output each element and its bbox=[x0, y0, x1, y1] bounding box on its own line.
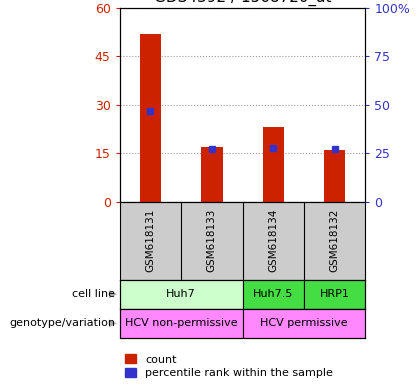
Text: HCV permissive: HCV permissive bbox=[260, 318, 348, 328]
Bar bbox=[201, 147, 223, 202]
Bar bbox=[243, 309, 365, 338]
Text: GSM618132: GSM618132 bbox=[330, 208, 340, 271]
Text: HRP1: HRP1 bbox=[320, 289, 349, 299]
Text: genotype/variation: genotype/variation bbox=[10, 318, 116, 328]
Text: GSM618131: GSM618131 bbox=[145, 208, 155, 271]
Bar bbox=[304, 280, 365, 309]
Text: cell line: cell line bbox=[73, 289, 116, 299]
Bar bbox=[140, 33, 161, 202]
Bar bbox=[324, 150, 345, 202]
Text: GSM618134: GSM618134 bbox=[268, 208, 278, 271]
Text: Huh7.5: Huh7.5 bbox=[253, 289, 294, 299]
Text: Huh7: Huh7 bbox=[166, 289, 196, 299]
Text: HCV non-permissive: HCV non-permissive bbox=[125, 318, 237, 328]
Bar bbox=[120, 309, 243, 338]
Bar bbox=[120, 280, 243, 309]
Bar bbox=[243, 280, 304, 309]
Title: GDS4392 / 1568720_at: GDS4392 / 1568720_at bbox=[154, 0, 331, 6]
Text: GSM618133: GSM618133 bbox=[207, 208, 217, 271]
Legend: count, percentile rank within the sample: count, percentile rank within the sample bbox=[125, 354, 333, 379]
Bar bbox=[262, 127, 284, 202]
